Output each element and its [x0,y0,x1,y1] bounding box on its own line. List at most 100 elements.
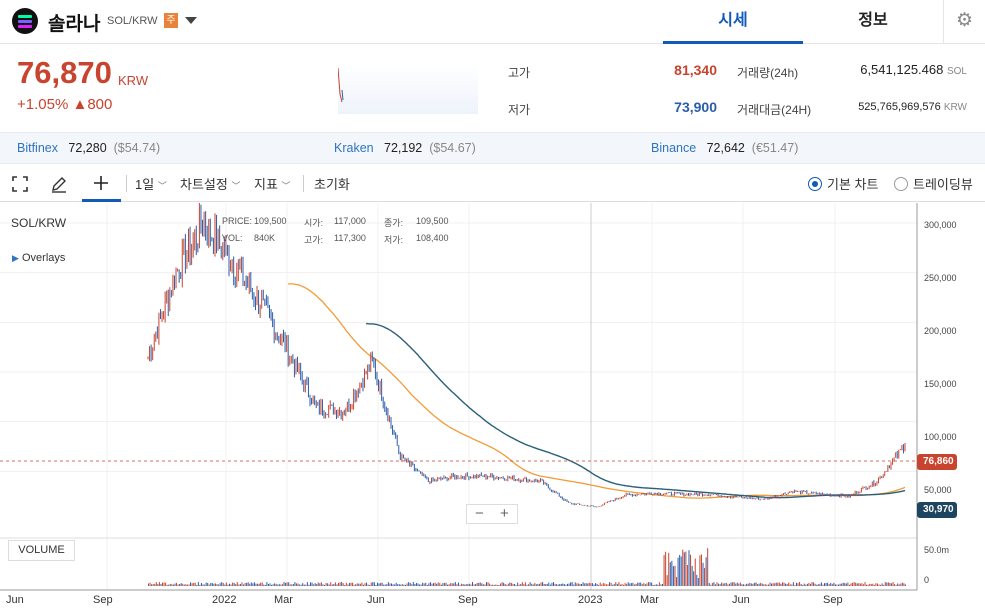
volume-bar [647,582,649,586]
volume-bar [342,583,344,586]
tradingview-radio[interactable] [894,177,908,191]
volume-bar [584,583,586,586]
volume-bar [739,582,741,586]
volume-bar [194,582,196,586]
volume-bar [356,583,358,586]
volume-bar [635,583,637,586]
volume-bar [595,583,597,586]
volume-bar [224,584,226,586]
volume-bars [148,548,906,586]
volume-bar [809,583,811,586]
volume-bar [565,584,567,586]
volume-bar [202,584,204,586]
volume-bar [269,583,271,586]
overlays-toggle[interactable]: ▶ Overlays [12,252,65,264]
exchange-bitfinex[interactable]: Bitfinex 72,280 ($54.74) [17,141,160,155]
volume-unit: SOL [946,66,967,77]
volume-bar [341,582,343,586]
y-tick: 250,000 [924,273,957,283]
volume-bar [445,582,447,586]
volume-bar [415,582,417,586]
basic-chart-radio[interactable] [808,177,822,191]
volume-bar [348,582,350,586]
volume-bar [848,584,850,586]
x-tick: Sep [458,594,478,606]
indicators-menu[interactable]: 지표 ﹀ [254,174,291,193]
interval-select[interactable]: 1일 ﹀ [135,174,167,193]
gear-icon[interactable]: ⚙ [943,0,985,44]
legend-high: 117,300 [334,233,366,243]
volume-bar [252,583,254,586]
tab-market[interactable]: 시세 [663,0,803,44]
volume-bar [501,582,503,586]
volume-bar [772,583,774,586]
volume-bar [504,584,506,586]
tradingview-label[interactable]: 트레이딩뷰 [913,177,973,192]
volume-bar [884,582,886,586]
coin-dropdown-icon[interactable] [185,17,197,24]
volume-bar [213,583,215,586]
volume-bar [789,584,791,586]
volume-bar [797,583,799,586]
volume-bar [640,582,642,586]
volume-bar [799,582,801,586]
volume-bar [876,583,878,586]
high-value: 81,340 [674,62,717,78]
volume-bar [593,584,595,586]
volume-bar [886,582,888,586]
volume-bar [764,584,766,586]
exchange-name[interactable]: Kraken [334,141,374,155]
volume-panel-label[interactable]: VOLUME [8,540,75,561]
volume-bar [795,582,797,586]
interval-label: 1일 [135,177,155,192]
volume-bar [314,583,316,586]
volume-bar [443,582,445,586]
volume-bar [264,584,266,586]
reset-button[interactable]: 초기화 [314,177,350,192]
volume-bar [453,583,455,586]
chart-settings-menu[interactable]: 차트설정 ﹀ [180,174,240,193]
x-tick: Jun [367,594,385,606]
volume-bar [630,583,632,586]
exchange-binance[interactable]: Binance 72,642 (€51.47) [651,141,798,155]
price-change: +1.05% ▲800 [17,96,112,113]
legend-vol-label: VOL: [222,233,243,243]
volume-bar [381,582,383,586]
volume-bar [590,583,592,586]
volume-bar [870,583,872,586]
volume-bar [401,584,403,586]
volume-bar [655,584,657,586]
volume-bar [601,584,603,586]
volume-bar [338,582,340,586]
volume-bar [274,583,276,586]
volume-bar [358,583,360,586]
volume-bar [750,583,752,586]
exchange-name[interactable]: Bitfinex [17,141,58,155]
tab-info[interactable]: 정보 [858,12,888,29]
fullscreen-icon[interactable] [12,176,28,192]
zoom-out-button[interactable]: − [475,505,484,522]
volume-bar [767,584,769,586]
zoom-in-button[interactable]: + [500,505,509,522]
price-currency: KRW [118,73,149,88]
volume-bar [286,582,288,586]
low-value: 73,900 [674,99,717,115]
crosshair-tool[interactable] [82,165,121,202]
volume-bar [255,583,257,586]
volume-bar [297,583,299,586]
exchange-kraken[interactable]: Kraken 72,192 ($54.67) [334,141,476,155]
volume-bar [333,583,335,586]
triangle-right-icon: ▶ [12,253,19,263]
volume-bar [657,584,659,586]
volume-bar [451,583,453,586]
volume-bar [197,582,199,586]
price-chart[interactable] [0,203,985,613]
volume-bar [408,582,410,586]
exchange-name[interactable]: Binance [651,141,697,155]
volume-bar [336,584,338,586]
volume-bar [707,548,709,586]
x-tick: Jun [6,594,24,606]
pencil-icon[interactable] [50,175,68,193]
volume-bar [439,583,441,586]
basic-chart-label[interactable]: 기본 차트 [827,177,879,192]
